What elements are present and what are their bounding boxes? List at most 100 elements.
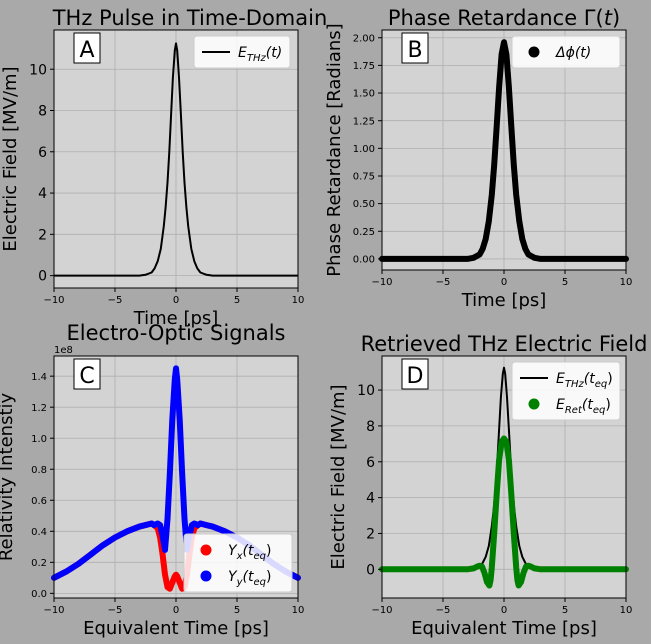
series-dots-0 [379, 39, 629, 262]
panel-label: C [79, 364, 94, 389]
x-tick-label: 10 [620, 605, 633, 616]
x-tick-label: 0 [501, 277, 507, 288]
legend: ETHz(teq) ERet(teq) [511, 361, 621, 421]
panel-label-box [401, 358, 429, 390]
legend: Δϕ(t) [511, 35, 621, 69]
legend-text-sub2: eq [253, 577, 266, 588]
x-axis-label: Equivalent Time [ps] [83, 618, 269, 639]
y-tick-label: 1.00 [353, 144, 375, 155]
chart-panel-a: −10 −5 0 5 10 0 2 4 6 8 10 THz Pulse in Time-Domain… [0, 6, 327, 329]
legend-entry: Yx(teq) [228, 543, 271, 562]
legend-swatch-dot [528, 46, 540, 58]
chart-title-italic: t [604, 6, 613, 30]
y-tick-label: 1.0 [31, 434, 47, 445]
y-tick-label: 1.75 [353, 61, 375, 72]
y-tick-label: 0 [38, 269, 47, 285]
legend-entry: ERet(teq) [556, 397, 611, 416]
y-axis-label: Electric Field [MV/m] [328, 384, 349, 569]
legend-text-main: Y [228, 543, 238, 559]
y-tick-label: 8 [366, 419, 375, 435]
chart-panel-d: −10 −5 0 5 10 0 2 4 6 8 10 Retrieved THz Electric F… [328, 332, 647, 639]
y-tick-label: 2 [366, 527, 375, 543]
legend-text-suffix: (t [242, 543, 253, 559]
y-tick-label: 1.25 [353, 116, 375, 127]
chart-title-main: Phase Retardance Γ( [388, 6, 604, 30]
chart-panel-c: −10 −5 0 5 10 0.0 0.2 0.4 0.6 0.8 1.0 1.2 1.4 1e8Elec… [0, 321, 304, 639]
x-tick-label: 10 [292, 605, 305, 616]
legend-entry: Yy(teq) [228, 569, 271, 588]
x-tick-label: −10 [371, 605, 392, 616]
legend-text-sub: THz [247, 53, 267, 64]
legend: Yx(teq) Yy(teq) [183, 533, 293, 593]
y-tick-label: 4 [38, 186, 47, 202]
x-axis-label: Time [ps] [133, 308, 219, 329]
chart-panel-b: −10 −5 0 5 10 0.00 0.25 0.50 0.75 1.00 1.25 1.50 1.7… [324, 6, 632, 311]
y-tick-label: 0.75 [353, 172, 375, 183]
chart-title-end: ) [612, 6, 620, 30]
y-tick-label: 2 [38, 227, 47, 243]
y-axis-label: Electric Field [MV/m] [0, 66, 21, 251]
legend-text-main: Δϕ [555, 45, 575, 61]
y-axis-label: Phase Retardance [Radians] [324, 23, 345, 276]
x-tick-label: −10 [43, 605, 64, 616]
y-tick-label: 0.6 [31, 496, 47, 507]
x-tick-label: −5 [108, 605, 123, 616]
legend-entry: ETHz(teq) [556, 371, 613, 390]
x-axis-label: Equivalent Time [ps] [411, 618, 597, 639]
x-tick-label: −10 [371, 277, 392, 288]
y-tick-label: 0.2 [31, 558, 47, 569]
legend-text-main: E [238, 45, 247, 61]
y-tick-label: 10 [357, 383, 375, 399]
legend-text-suffix: (t [584, 371, 595, 387]
legend-text-suffix: (t [242, 569, 253, 585]
y-tick-label: 1.50 [353, 89, 375, 100]
x-tick-label: −5 [108, 295, 123, 306]
x-tick-label: 5 [562, 277, 568, 288]
y-tick-label: 1.4 [31, 372, 47, 383]
x-tick-label: 5 [234, 605, 240, 616]
y-tick-label: 6 [366, 455, 375, 471]
chart-title: THz Pulse in Time-Domain [52, 6, 328, 30]
legend-text-main: Y [228, 569, 238, 585]
panel-label: A [79, 38, 94, 63]
legend-frame [193, 35, 291, 69]
x-tick-label: 10 [292, 295, 305, 306]
legend: ETHz(t) [193, 35, 291, 69]
legend-text-end: ) [607, 371, 612, 387]
series-line-0 [382, 366, 626, 571]
panel-label: B [407, 38, 422, 63]
legend-text-suffix: (t) [575, 45, 591, 61]
legend-entry: Δϕ(t) [555, 45, 591, 61]
legend-text-main: E [556, 371, 565, 387]
x-tick-label: 5 [562, 605, 568, 616]
series-line-0 [54, 42, 298, 277]
axis-offset-text: 1e8 [54, 345, 73, 356]
legend-text-main: E [556, 397, 565, 413]
y-tick-label: 0.50 [353, 199, 375, 210]
x-tick-label: 0 [173, 295, 179, 306]
y-tick-label: 2.00 [353, 33, 375, 44]
y-tick-label: 0.4 [31, 527, 47, 538]
chart-title: Retrieved THz Electric Field [361, 332, 648, 356]
panel-label-box [73, 32, 101, 64]
legend-swatch-dot [200, 544, 212, 556]
x-tick-label: −5 [436, 277, 451, 288]
series-dots-1 [379, 435, 629, 589]
legend-swatch-dot [200, 570, 212, 582]
x-tick-label: 10 [620, 277, 633, 288]
y-tick-label: 0.8 [31, 465, 47, 476]
legend-text-sub: THz [565, 379, 585, 390]
legend-text-end: ) [266, 569, 271, 585]
legend-text-end: ) [605, 397, 610, 413]
x-tick-label: −10 [43, 295, 64, 306]
y-tick-label: 0 [366, 562, 375, 578]
y-tick-label: 8 [38, 104, 47, 120]
legend-text-suffix: (t [582, 397, 593, 413]
y-tick-label: 0.0 [31, 589, 47, 600]
panel-label-box [73, 358, 101, 390]
y-tick-label: 10 [29, 62, 47, 78]
legend-frame [511, 35, 621, 69]
legend-text-end: ) [266, 543, 271, 559]
y-tick-label: 0.00 [353, 255, 375, 266]
